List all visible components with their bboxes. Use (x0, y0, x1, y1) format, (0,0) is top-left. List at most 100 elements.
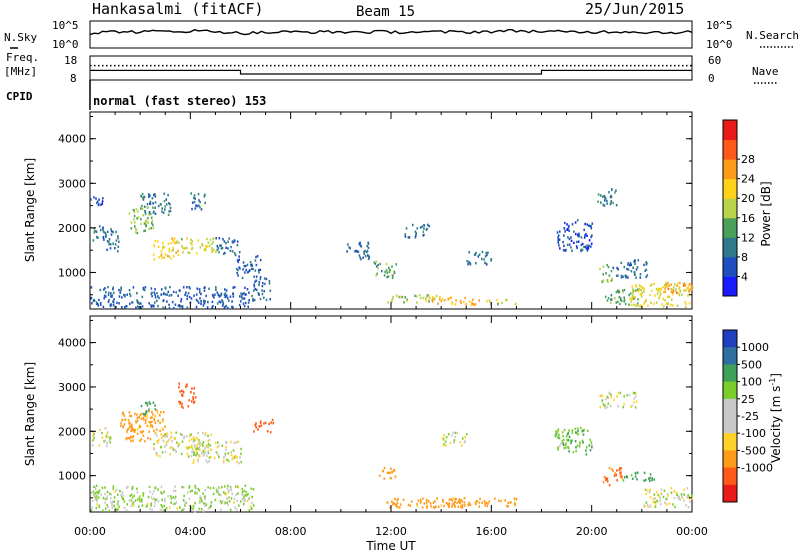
data-cell (635, 268, 638, 271)
data-cell (255, 426, 257, 429)
data-cell (233, 441, 236, 445)
data-cell (678, 287, 681, 290)
data-cell (165, 287, 167, 290)
data-cell (159, 429, 161, 433)
data-cell (670, 290, 673, 293)
data-cell (148, 430, 150, 433)
data-cell (676, 291, 678, 294)
data-cell (469, 503, 472, 506)
data-cell (418, 294, 421, 297)
data-cell (632, 294, 634, 297)
data-cell (150, 502, 153, 505)
data-cell (193, 400, 196, 403)
data-cell (204, 249, 207, 252)
data-cell (230, 440, 232, 444)
data-cell (648, 477, 650, 480)
data-cell (139, 500, 141, 503)
data-cell (197, 204, 200, 207)
scatter-region (253, 418, 274, 434)
data-cell (98, 489, 101, 492)
data-cell (235, 485, 237, 488)
data-cell (590, 245, 592, 248)
data-cell (366, 249, 369, 253)
data-cell (148, 193, 150, 196)
data-cell (660, 488, 663, 491)
data-cell (161, 420, 164, 423)
data-cell (578, 445, 581, 448)
data-cell (95, 301, 98, 304)
data-cell (133, 428, 135, 432)
data-cell (586, 244, 588, 247)
data-cell (659, 290, 661, 293)
data-cell (140, 195, 143, 198)
data-cell (190, 508, 193, 511)
data-cell (514, 502, 516, 506)
data-cell (142, 197, 144, 200)
data-cell (620, 274, 623, 278)
data-cell (460, 301, 462, 305)
data-cell (162, 241, 164, 245)
data-cell (104, 486, 106, 489)
data-cell (625, 475, 628, 478)
data-cell (211, 242, 213, 245)
data-cell (106, 441, 108, 444)
data-cell (602, 203, 604, 206)
data-cell (111, 506, 113, 509)
data-cell (126, 293, 128, 296)
data-cell (432, 501, 435, 504)
data-cell (125, 509, 128, 512)
data-cell (223, 501, 226, 505)
data-cell (127, 427, 130, 431)
data-cell (646, 262, 648, 265)
data-cell (392, 501, 395, 505)
data-cell (561, 431, 564, 434)
data-cell (602, 481, 605, 484)
data-cell (101, 200, 104, 203)
data-cell (259, 277, 262, 281)
data-cell (513, 497, 516, 500)
data-cell (395, 294, 398, 297)
data-cell (263, 422, 265, 425)
data-cell (623, 296, 625, 299)
data-cell (179, 305, 182, 308)
data-cell (233, 286, 236, 289)
data-cell (148, 420, 151, 424)
data-cell (181, 402, 183, 405)
data-cell (117, 250, 119, 253)
data-cell (203, 495, 206, 498)
data-cell (271, 418, 274, 422)
data-cell (575, 431, 578, 435)
data-cell (115, 305, 117, 309)
data-cell (227, 459, 230, 463)
data-cell (145, 219, 148, 223)
data-cell (633, 397, 635, 400)
data-cell (568, 229, 570, 232)
data-cell (610, 279, 612, 283)
data-cell (227, 496, 229, 499)
data-cell (568, 243, 571, 246)
data-cell (105, 295, 107, 298)
velocity-colorbar-swatch (723, 398, 737, 417)
data-cell (464, 436, 466, 439)
data-cell (189, 435, 191, 438)
scatter-region (91, 426, 112, 447)
data-cell (651, 478, 653, 482)
data-cell (419, 226, 422, 229)
data-cell (368, 255, 371, 258)
data-cell (673, 490, 675, 493)
data-cell (258, 283, 260, 287)
data-cell (232, 286, 234, 289)
data-cell (220, 501, 223, 505)
data-cell (183, 435, 186, 438)
data-cell (239, 300, 242, 303)
data-cell (151, 420, 153, 424)
data-cell (458, 500, 460, 503)
data-cell (383, 466, 386, 470)
data-cell (607, 280, 609, 283)
data-cell (580, 248, 582, 251)
data-cell (259, 420, 262, 423)
data-cell (250, 507, 253, 510)
data-cell (395, 263, 398, 266)
data-cell (218, 300, 221, 303)
data-cell (468, 260, 470, 264)
